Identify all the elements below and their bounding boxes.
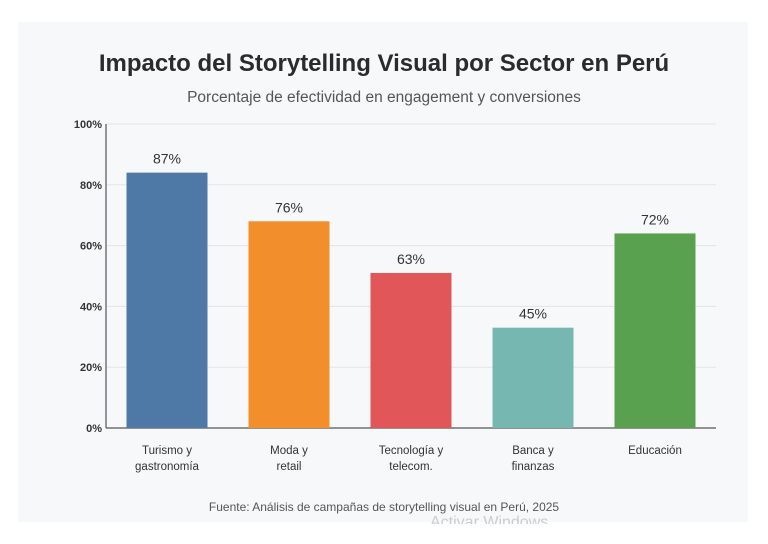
data-label: 87% <box>153 151 181 167</box>
y-tick-label: 20% <box>80 362 102 374</box>
x-tick-label: Tecnología y <box>379 445 444 457</box>
y-tick-label: 80% <box>80 180 102 192</box>
x-tick-label: retail <box>277 461 302 473</box>
x-tick-label: Moda y <box>270 445 308 457</box>
bar <box>370 272 452 428</box>
x-tick-label: gastronomía <box>135 461 200 473</box>
x-tick-label: Educación <box>628 445 682 457</box>
y-tick-label: 100% <box>74 119 102 131</box>
data-label: 45% <box>519 306 547 322</box>
chart-title: Impacto del Storytelling Visual por Sect… <box>98 50 670 77</box>
data-label: 63% <box>397 251 425 267</box>
y-tick-label: 60% <box>80 241 102 253</box>
y-tick-label: 40% <box>80 301 102 313</box>
y-tick-label: 0% <box>86 423 102 435</box>
bar <box>492 327 574 428</box>
bar <box>248 221 330 428</box>
data-label: 76% <box>275 199 303 215</box>
bar <box>126 172 208 428</box>
data-label: 72% <box>641 211 669 227</box>
activation-watermark: Activar Windows <box>430 514 549 524</box>
x-tick-label: Turismo y <box>142 445 192 457</box>
chart-subtitle: Porcentaje de efectividad en engagement … <box>187 89 581 106</box>
x-tick-label: finanzas <box>512 461 555 473</box>
x-tick-label: Banca y <box>512 445 554 457</box>
bar <box>614 233 696 428</box>
x-tick-label: telecom. <box>389 461 432 473</box>
source-note: Fuente: Análisis de campañas de storytel… <box>208 500 560 514</box>
